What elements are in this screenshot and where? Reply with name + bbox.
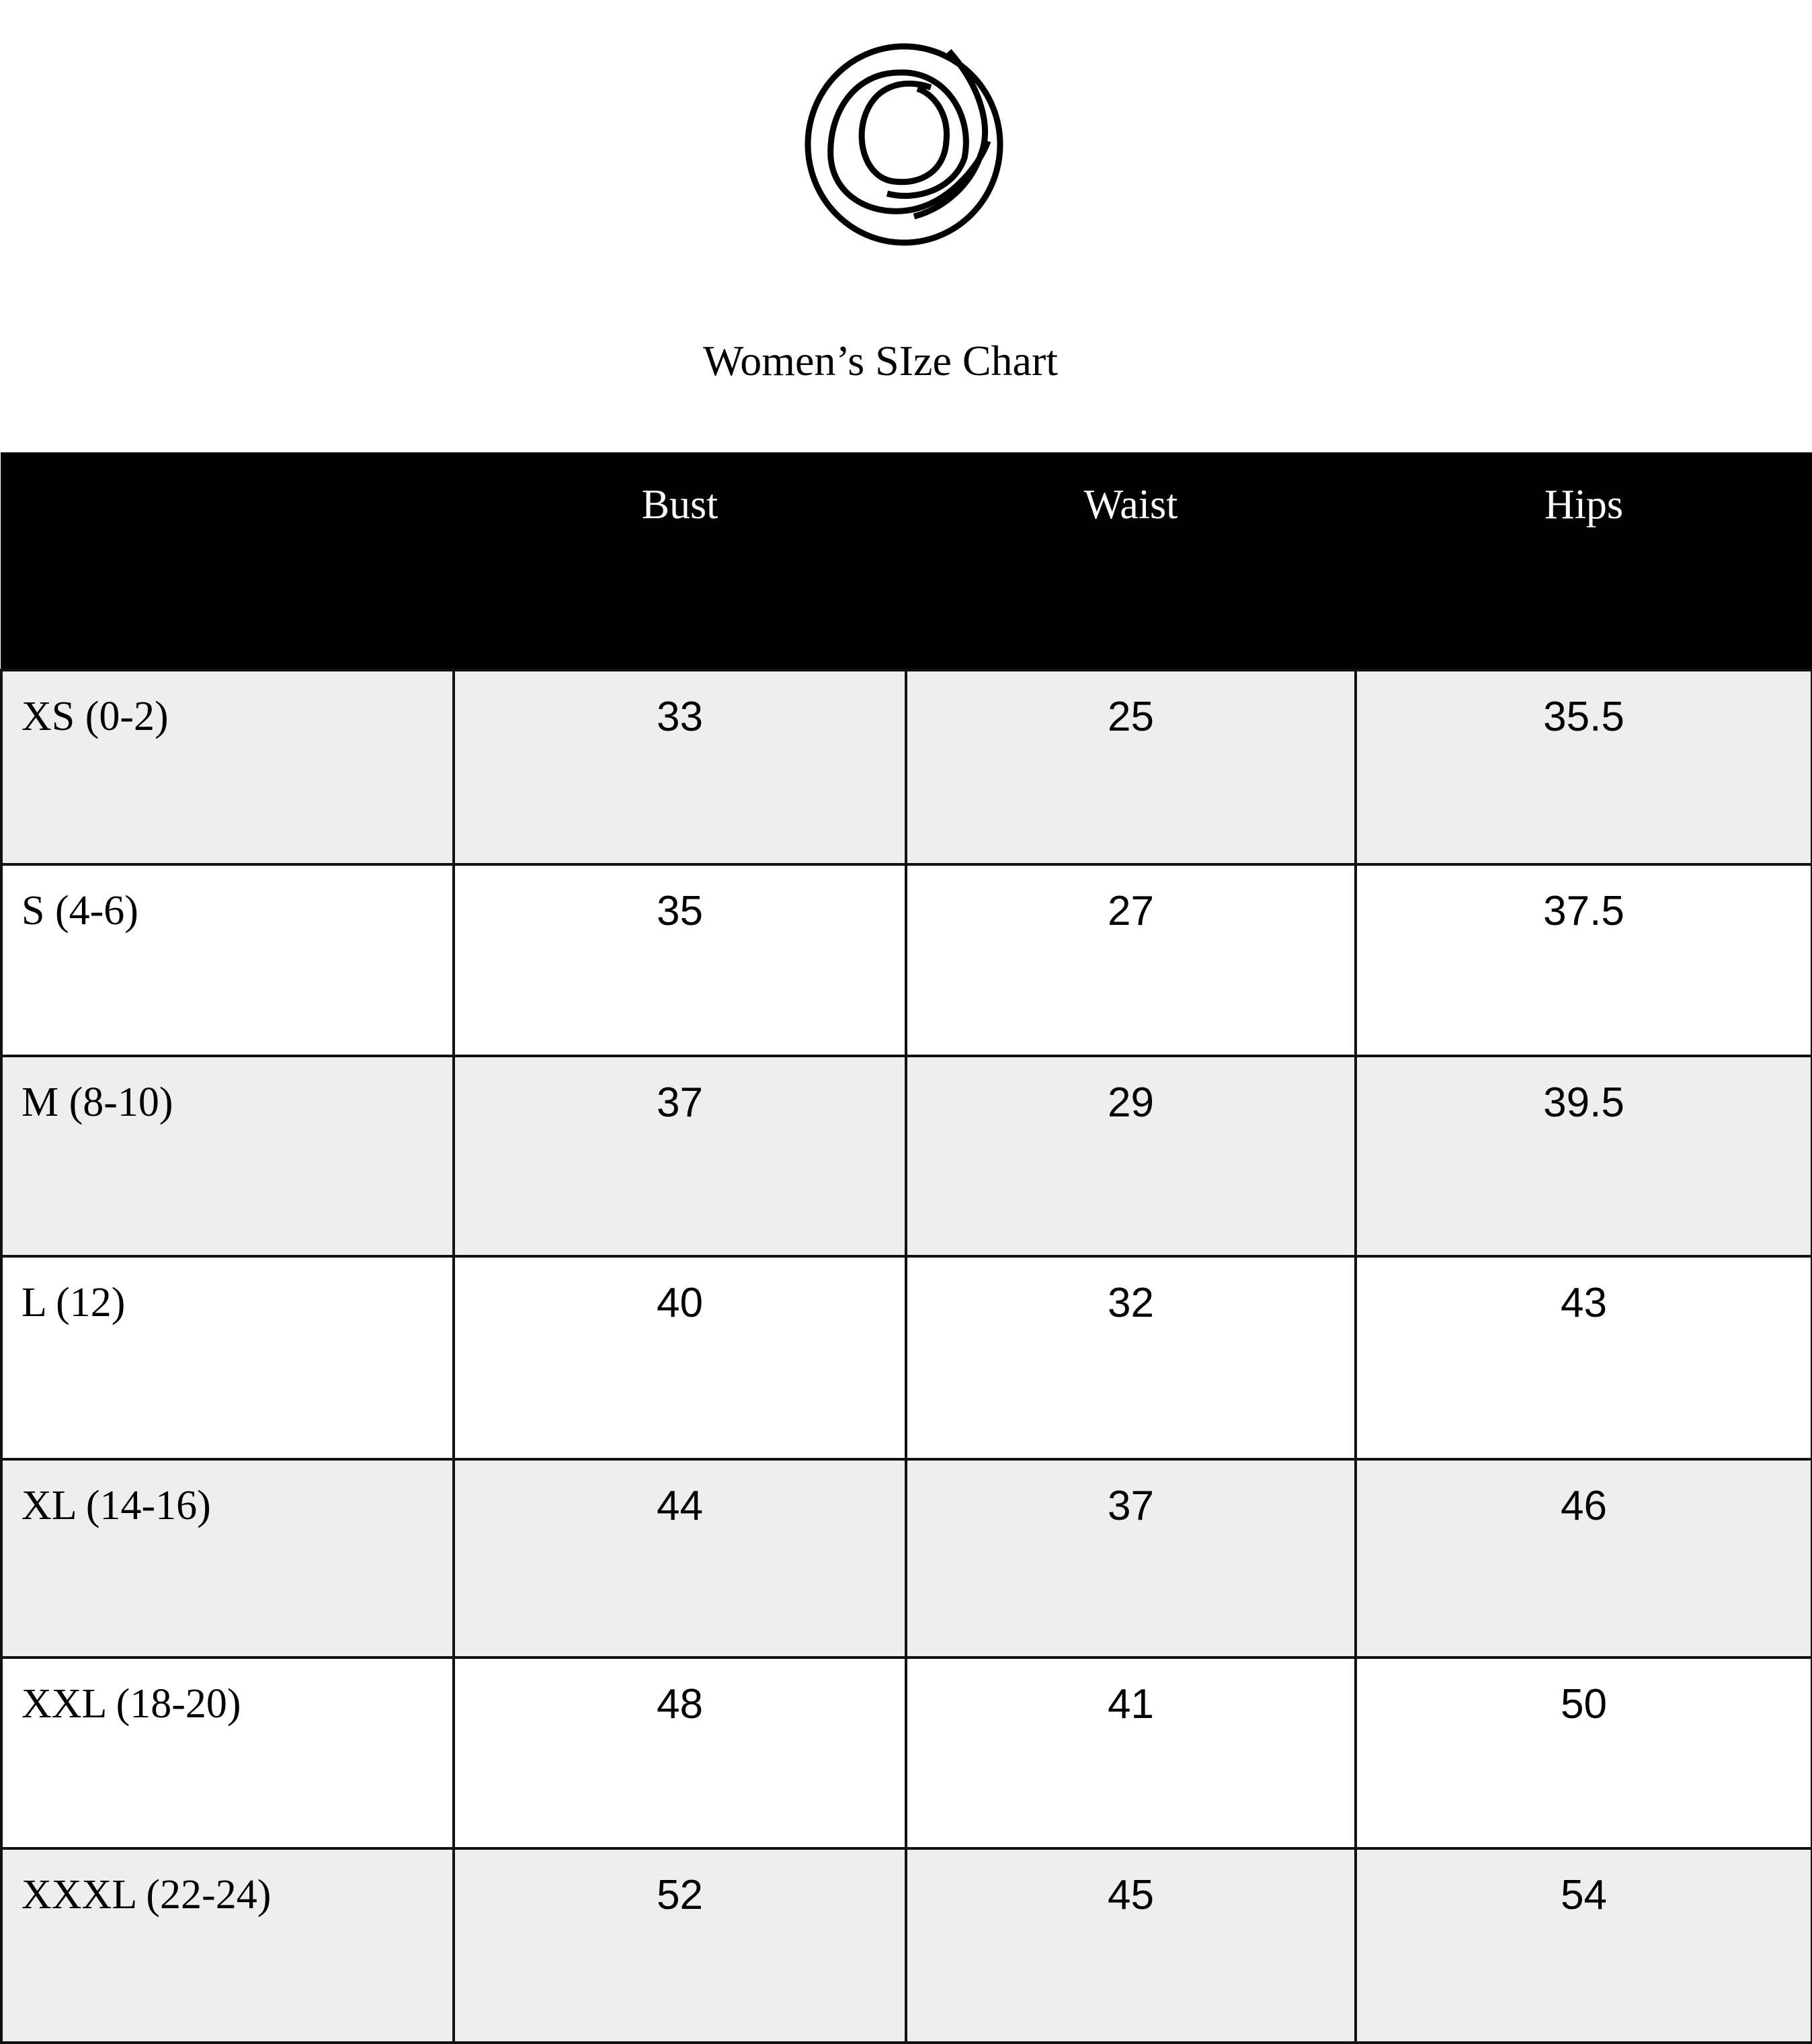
- cell-waist: 45: [905, 1847, 1357, 2044]
- table-row: XL (14-16) 44 37 46: [0, 1458, 1812, 1659]
- cell-hips: 50: [1354, 1656, 1812, 1850]
- table-row: XS (0-2) 33 25 35.5: [0, 669, 1812, 866]
- cell-waist: 29: [905, 1055, 1357, 1258]
- header-hips: Hips: [1354, 452, 1812, 671]
- cell-bust: 33: [452, 669, 907, 866]
- cell-waist: 32: [905, 1255, 1357, 1461]
- table-row: M (8-10) 37 29 39.5: [0, 1055, 1812, 1258]
- cell-waist: 41: [905, 1656, 1357, 1850]
- cell-size: XXL (18-20): [0, 1656, 455, 1850]
- cell-size: XS (0-2): [0, 669, 455, 866]
- cell-size: XXXL (22-24): [0, 1847, 455, 2044]
- table-row: XXXL (22-24) 52 45 54: [0, 1847, 1812, 2044]
- cell-size: L (12): [0, 1255, 455, 1461]
- cell-hips: 35.5: [1354, 669, 1812, 866]
- cell-bust: 52: [452, 1847, 907, 2044]
- cell-hips: 39.5: [1354, 1055, 1812, 1258]
- cell-size: M (8-10): [0, 1055, 455, 1258]
- cell-waist: 37: [905, 1458, 1357, 1659]
- cell-bust: 44: [452, 1458, 907, 1659]
- cell-hips: 37.5: [1354, 863, 1812, 1057]
- cell-bust: 48: [452, 1656, 907, 1850]
- header-waist: Waist: [905, 452, 1357, 671]
- size-chart-table: Bust Waist Hips XS (0-2) 33 25 35.5 S (4-6) 3…: [0, 452, 1812, 2044]
- table-row: XXL (18-20) 48 41 50: [0, 1656, 1812, 1850]
- cell-bust: 35: [452, 863, 907, 1057]
- cell-hips: 54: [1354, 1847, 1812, 2044]
- header-bust: Bust: [452, 452, 907, 671]
- table-row: S (4-6) 35 27 37.5: [0, 863, 1812, 1057]
- spiral-circle-logo-icon: [805, 43, 1003, 246]
- cell-size: S (4-6): [0, 863, 455, 1057]
- cell-waist: 25: [905, 669, 1357, 866]
- cell-bust: 37: [452, 1055, 907, 1258]
- cell-size: XL (14-16): [0, 1458, 455, 1659]
- table-header-row: Bust Waist Hips: [0, 452, 1812, 671]
- table-row: L (12) 40 32 43: [0, 1255, 1812, 1461]
- page-title: Women’s SIze Chart: [702, 337, 1059, 384]
- cell-hips: 43: [1354, 1255, 1812, 1461]
- cell-hips: 46: [1354, 1458, 1812, 1659]
- cell-bust: 40: [452, 1255, 907, 1461]
- cell-waist: 27: [905, 863, 1357, 1057]
- header-size: [0, 452, 455, 671]
